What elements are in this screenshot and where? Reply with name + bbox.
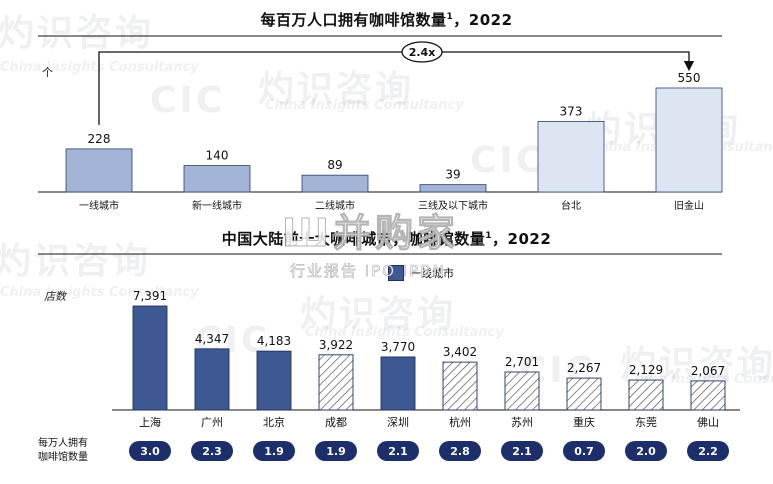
y-unit-bottom: 店数 <box>44 290 66 303</box>
bar-bottom <box>504 371 540 411</box>
per-10k-value: 1.9 <box>264 445 284 458</box>
per-10k-badge <box>501 441 543 461</box>
value-label-bottom: 3,402 <box>443 345 477 359</box>
per-10k-badge <box>253 441 295 461</box>
value-label-bottom: 4,347 <box>195 332 229 346</box>
value-label-bottom: 7,391 <box>133 289 167 303</box>
category-label-bottom: 广州 <box>201 416 223 429</box>
y-unit-top: 个 <box>42 66 53 79</box>
category-label-top: 二线城市 <box>315 199 355 212</box>
per-10k-value: 2.1 <box>512 445 532 458</box>
value-label-bottom: 2,701 <box>505 355 539 369</box>
legend: 一线城市 <box>388 265 454 281</box>
category-label-bottom: 上海 <box>139 415 161 429</box>
bar-top <box>301 174 369 193</box>
value-label-bottom: 2,067 <box>691 364 725 378</box>
row-label-line-2: 咖啡馆数量 <box>38 452 88 463</box>
category-label-bottom: 成都 <box>325 416 347 429</box>
bar-top <box>419 184 487 193</box>
overlay-watermark-title: Ш并购家 <box>282 211 459 256</box>
value-label-bottom: 4,183 <box>257 334 291 348</box>
value-label-top: 550 <box>678 71 701 85</box>
category-label-bottom: 苏州 <box>511 416 533 429</box>
value-label-top: 228 <box>88 132 111 146</box>
category-label-bottom: 深圳 <box>387 416 409 429</box>
bar-bottom <box>194 348 230 411</box>
category-label-bottom: 佛山 <box>697 416 719 429</box>
per-10k-value: 1.9 <box>326 445 346 458</box>
per-10k-value: 2.3 <box>202 445 222 458</box>
bar-bottom <box>628 379 664 411</box>
bar-top <box>183 165 251 193</box>
bar-bottom <box>380 356 416 411</box>
value-label-bottom: 3,922 <box>319 338 353 352</box>
per-10k-badge <box>563 441 605 461</box>
category-label-top: 一线城市 <box>79 199 119 212</box>
bar-top <box>655 87 723 193</box>
per-10k-badge <box>625 441 667 461</box>
per-10k-value: 3.0 <box>140 445 160 458</box>
per-10k-value: 2.0 <box>636 445 656 458</box>
chart-title-bottom: 中国大陆前十大咖啡城市，咖啡馆数量1，2022 <box>221 230 552 248</box>
value-label-top: 140 <box>206 149 229 163</box>
per-10k-value: 2.2 <box>698 445 718 458</box>
category-label-top: 三线及以下城市 <box>418 199 488 212</box>
category-label-bottom: 东莞 <box>635 416 657 429</box>
bar-bottom <box>690 380 726 411</box>
per-10k-badge <box>439 441 481 461</box>
per-10k-badge <box>191 441 233 461</box>
bar-bottom <box>318 354 354 411</box>
value-label-bottom: 2,267 <box>567 361 601 375</box>
legend-label: 一线城市 <box>410 267 454 280</box>
category-label-bottom: 北京 <box>263 415 285 429</box>
per-10k-badge <box>129 441 171 461</box>
per-10k-badge <box>315 441 357 461</box>
chart-title-top: 每百万人口拥有咖啡馆数量1，2022 <box>260 11 513 29</box>
per-10k-badge <box>687 441 729 461</box>
bar-bottom <box>442 361 478 411</box>
row-label-line-1: 每万人拥有 <box>38 438 88 449</box>
category-label-top: 台北 <box>561 199 581 212</box>
per-10k-value: 0.7 <box>574 445 594 458</box>
ratio-badge <box>401 41 443 63</box>
ratio-bracket <box>98 51 695 125</box>
category-label-top: 旧金山 <box>674 199 704 212</box>
ratio-label: 2.4x <box>409 46 436 59</box>
value-label-top: 39 <box>445 168 460 182</box>
per-10k-value: 2.8 <box>450 445 470 458</box>
category-label-top: 新一线城市 <box>192 199 242 212</box>
value-label-bottom: 3,770 <box>381 340 415 354</box>
category-label-bottom: 重庆 <box>573 415 595 429</box>
value-label-bottom: 2,129 <box>629 363 663 377</box>
value-label-top: 373 <box>560 104 583 118</box>
per-10k-value: 2.1 <box>388 445 408 458</box>
bar-bottom <box>566 377 602 411</box>
overlay-watermark-sub: 行业报告 IPO IPBN <box>290 262 446 281</box>
bar-bottom <box>256 350 292 411</box>
legend-swatch-tier1 <box>388 265 404 281</box>
value-label-top: 89 <box>327 158 342 172</box>
per-10k-row-label: 每万人拥有 咖啡馆数量 <box>38 437 88 465</box>
bar-top <box>65 148 133 193</box>
bar-top <box>537 121 605 193</box>
per-10k-badge <box>377 441 419 461</box>
bar-bottom <box>132 305 168 411</box>
category-label-bottom: 杭州 <box>449 415 471 429</box>
